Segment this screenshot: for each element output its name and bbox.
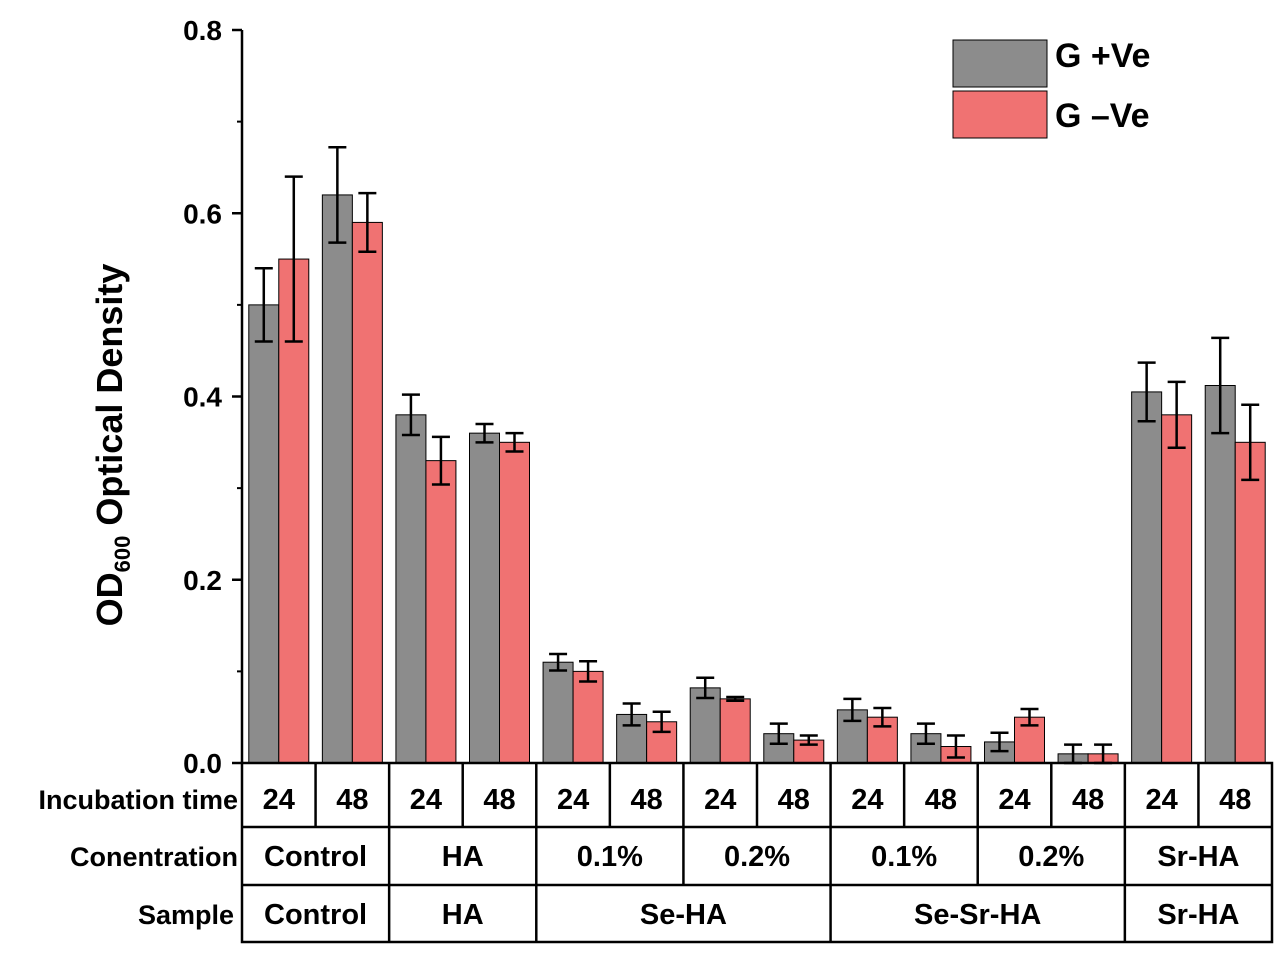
y-tick-label: 0.4 (183, 382, 222, 413)
bar-gpos (248, 304, 280, 764)
table-cell: 48 (631, 784, 663, 816)
bar-gneg (499, 441, 530, 764)
y-axis-label: OD600 Optical Density (89, 264, 135, 627)
bar-gpos (1204, 385, 1236, 764)
table-cell: 48 (1219, 784, 1251, 816)
table-cell: 24 (557, 784, 589, 816)
table-cell: 0.2% (724, 841, 790, 873)
bar-gpos (395, 414, 427, 764)
table-cell: 48 (778, 784, 810, 816)
bar-gneg (425, 460, 457, 764)
y-tick-label: 0.6 (183, 198, 222, 229)
bar-gpos (542, 661, 574, 764)
y-label-od: OD (89, 572, 130, 626)
bar-gpos (321, 194, 353, 764)
bar-gpos (1131, 391, 1163, 764)
table-cell: HA (442, 899, 484, 931)
table-cell: 0.2% (1018, 841, 1084, 873)
table-cell: 0.1% (577, 841, 643, 873)
table-cell: 24 (998, 784, 1030, 816)
table-cell: Control (264, 899, 367, 931)
legend-swatch-gpos (952, 39, 1048, 88)
table-row-label: Incubation time (38, 785, 238, 815)
legend: G +Ve G –Ve (952, 37, 1150, 139)
bar-gneg (351, 221, 383, 764)
category-table: Incubation time 24 48 24 48 24 48 24 48 24 48 24 48 2… (38, 761, 1274, 944)
bar-gneg (278, 258, 310, 764)
legend-label-gpos: G +Ve (1055, 37, 1150, 75)
table-row-label: Sample (138, 900, 234, 930)
table-cell: 48 (483, 784, 515, 816)
table-cell: 24 (704, 784, 736, 816)
table-cell: 48 (1072, 784, 1104, 816)
table-cell: 24 (410, 784, 442, 816)
bar-gneg (1161, 414, 1193, 764)
legend-label-gneg: G –Ve (1055, 97, 1150, 135)
table-cell: 48 (925, 784, 957, 816)
y-ticks: 0.0 0.2 0.4 0.6 0.8 (183, 15, 242, 779)
table-cell: Sr-HA (1157, 899, 1239, 931)
table-cell: Control (264, 841, 367, 873)
table-cell: 0.1% (871, 841, 937, 873)
y-tick-label: 0.2 (183, 565, 222, 596)
legend-swatch-gneg (952, 90, 1048, 139)
bar-gneg (1234, 441, 1266, 764)
y-label-rest: Optical Density (89, 264, 130, 536)
y-label-sub: 600 (110, 536, 135, 573)
table-cell: Se-Sr-HA (914, 899, 1041, 931)
bar-gneg (719, 698, 751, 764)
bar-gneg (572, 670, 604, 764)
bar-gpos (469, 432, 500, 764)
error-bars (254, 146, 1260, 765)
table-row-label: Conentration (70, 842, 238, 872)
y-tick-label: 0.0 (183, 748, 222, 779)
table-cell: 24 (263, 784, 295, 816)
y-tick-label: 0.8 (183, 15, 222, 46)
table-cell: 24 (1146, 784, 1178, 816)
table-cell: 48 (336, 784, 368, 816)
table-cell: HA (442, 841, 484, 873)
table-cell: 24 (851, 784, 883, 816)
svg-text:OD600 Optical Density: OD600 Optical Density (89, 264, 135, 627)
table-cell: Se-HA (640, 899, 727, 931)
bars (248, 194, 1266, 764)
table-cell: Sr-HA (1157, 841, 1239, 873)
